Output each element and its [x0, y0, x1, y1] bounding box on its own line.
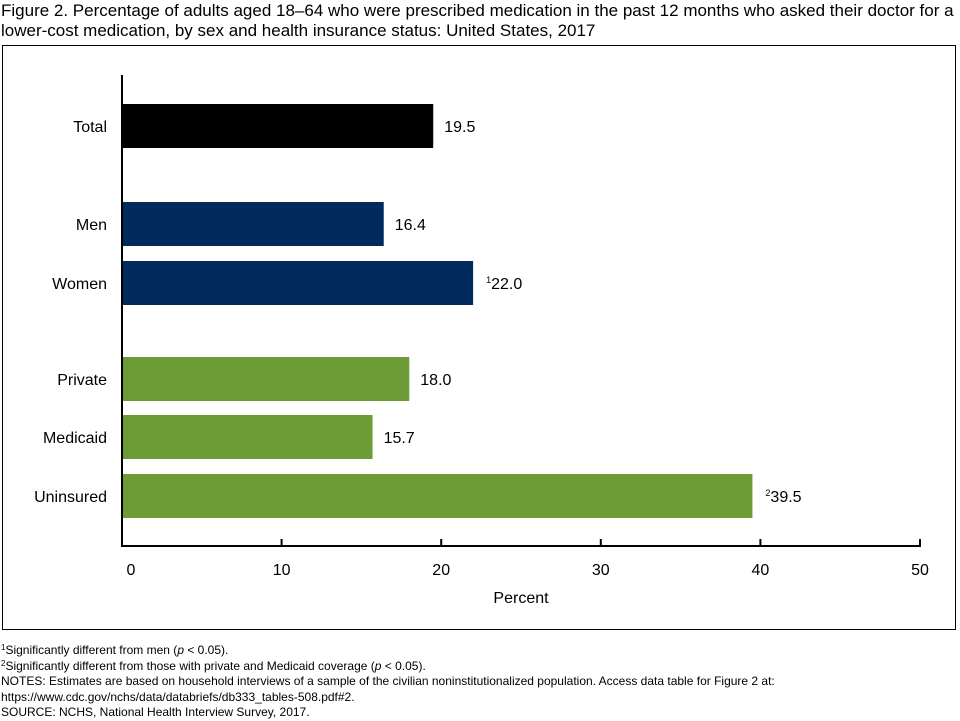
chart-title: Figure 2. Percentage of adults aged 18–6…	[1, 1, 954, 40]
value-label-total: 19.5	[444, 119, 475, 136]
chart-frame	[2, 45, 956, 630]
bar-women	[122, 261, 474, 305]
bar-men	[122, 202, 384, 246]
x-tick-label-0: 0	[127, 562, 136, 579]
x-tick-label-50: 50	[911, 562, 929, 579]
category-label-uninsured: Uninsured	[34, 489, 107, 506]
category-label-men: Men	[76, 217, 107, 234]
x-axis-title: Percent	[493, 590, 549, 607]
category-label-private: Private	[57, 372, 107, 389]
bar-private	[122, 357, 410, 401]
notes-text: NOTES: Estimates are based on household …	[1, 674, 775, 688]
category-label-women: Women	[52, 276, 107, 293]
value-label-uninsured: 239.5	[765, 488, 801, 506]
value-label-men: 16.4	[395, 217, 426, 234]
footnote-2: 2Significantly different from those with…	[1, 658, 426, 673]
bar-uninsured	[122, 474, 753, 518]
x-tick-label-40: 40	[752, 562, 770, 579]
category-label-medicaid: Medicaid	[43, 430, 107, 447]
bar-medicaid	[122, 415, 373, 459]
footnote-1: 1Significantly different from men (p < 0…	[1, 643, 229, 657]
category-label-total: Total	[73, 119, 107, 136]
data-table-link[interactable]: https://www.cdc.gov/nchs/data/databriefs…	[1, 689, 355, 704]
value-label-medicaid: 15.7	[384, 430, 415, 447]
source-text: SOURCE: NCHS, National Health Interview …	[1, 705, 310, 719]
x-tick-label-30: 30	[592, 562, 610, 579]
footnotes: 1Significantly different from men (p < 0…	[1, 643, 956, 721]
x-tick-label-20: 20	[432, 562, 450, 579]
bar-total	[122, 104, 434, 148]
x-tick-label-10: 10	[273, 562, 291, 579]
value-label-women: 122.0	[486, 275, 522, 293]
value-label-private: 18.0	[420, 372, 451, 389]
